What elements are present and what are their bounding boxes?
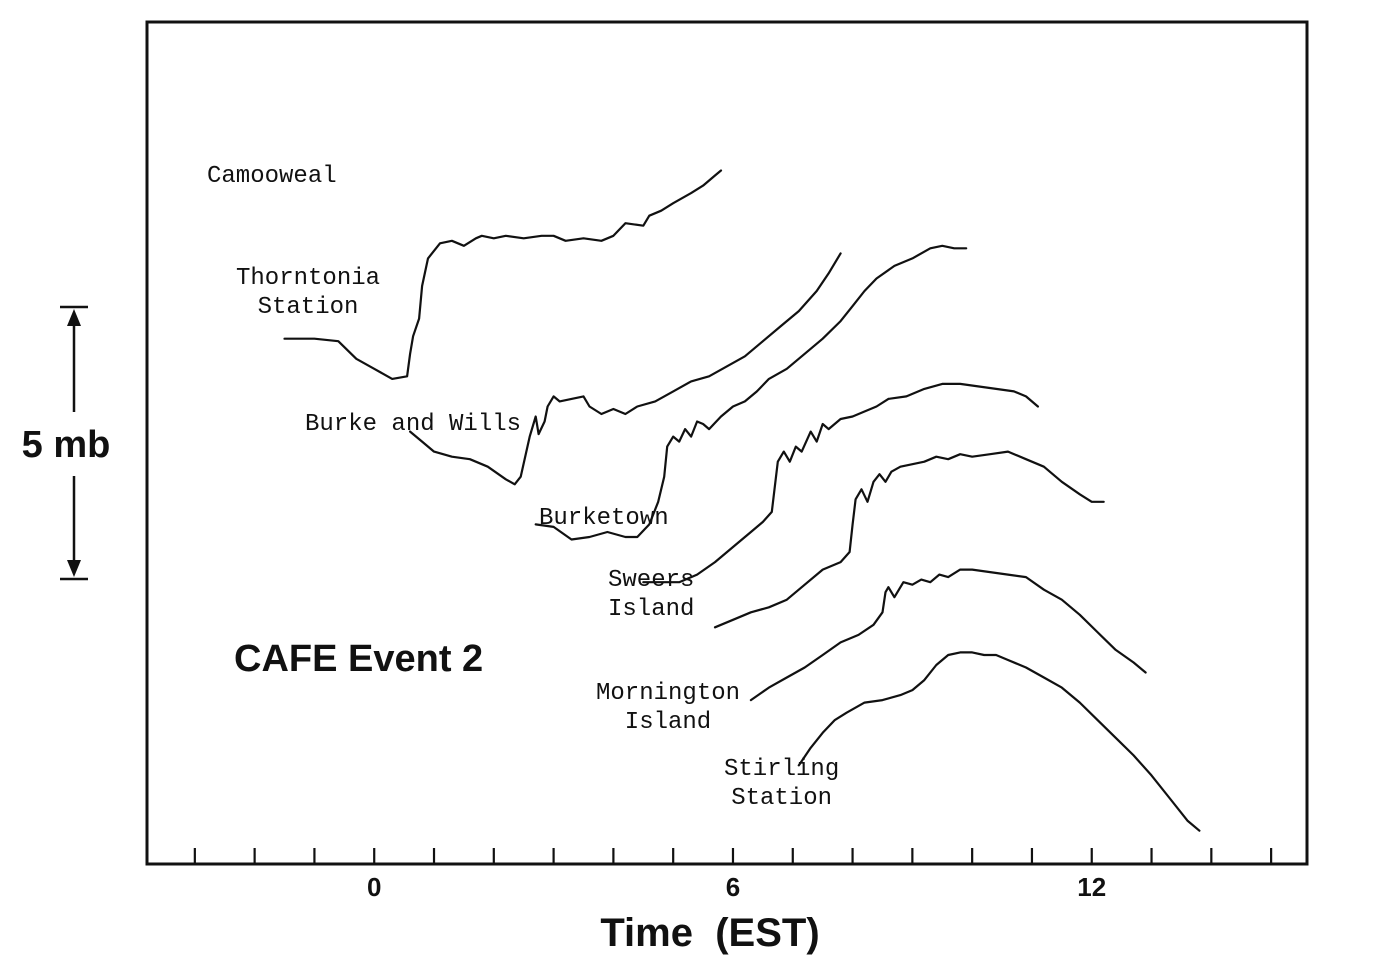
station-label-burketown-line-1: Burketown [539,505,669,532]
pressure-scale-bar: 5 mb [22,305,111,581]
trace-sweers-island [713,450,1105,629]
station-label-mornington-island-line-2: Island [625,709,711,736]
station-label-stirling-station-line-2: Station [731,785,832,812]
trace-thorntonia-station [409,252,842,486]
x-axis-title: Time (EST) [600,911,819,955]
station-label-stirling-station-line-1: Stirling [724,756,839,783]
x-tick-label: 12 [1077,872,1106,902]
station-label-sweers-island-line-2: Island [608,596,694,623]
station-label-thorntonia-station-line-1: Thorntonia [236,265,380,292]
scale-up-arrow-icon [67,309,81,326]
event-title: CAFE Event 2 [234,638,483,680]
x-axis-tick-labels: 0 6 12 [367,872,1106,902]
x-tick-label: 0 [367,872,381,902]
station-label-mornington-island-line-1: Mornington [596,680,740,707]
trace-camooweal [283,169,723,380]
x-tick-label: 6 [726,872,740,902]
trace-burke-and-wills [534,244,968,541]
trace-mornington-island [749,568,1147,702]
station-label-burke-and-wills-line-1: Burke and Wills [305,411,521,438]
x-axis-ticks [193,848,1273,864]
station-label-thorntonia-station-line-2: Station [258,294,359,321]
scale-label: 5 mb [22,424,111,466]
station-label-camooweal-line-1: Camooweal [207,163,337,190]
trace-burketown [642,382,1039,584]
station-label-sweers-island-line-1: Sweers [608,567,694,594]
plot-frame [145,20,1309,866]
scale-down-arrow-icon [67,560,81,577]
trace-stirling-station [797,651,1201,832]
pressure-traces [283,169,1201,832]
